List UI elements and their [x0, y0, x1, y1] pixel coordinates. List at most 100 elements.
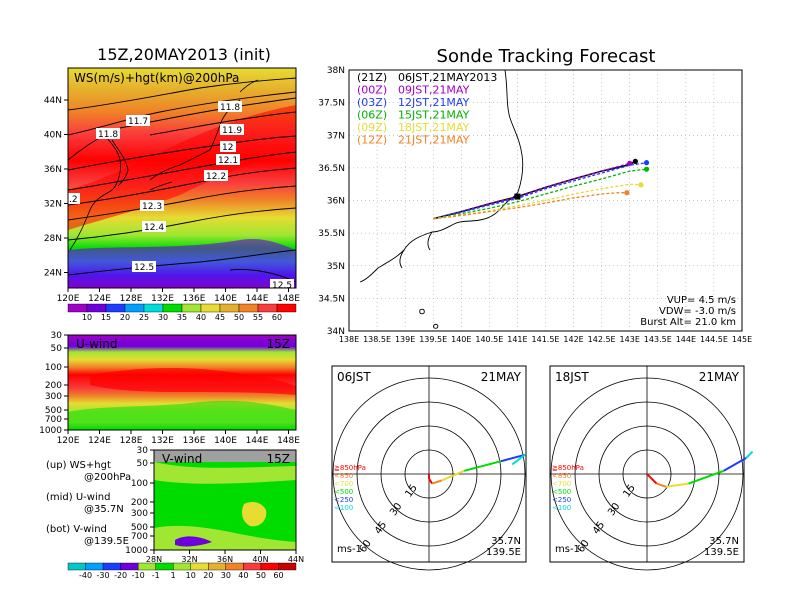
vwind-top	[154, 450, 296, 462]
track-end-point	[632, 158, 638, 164]
hodograph-segment	[500, 453, 526, 463]
colorbar-label: 50	[256, 571, 266, 580]
colorbar-label: 60	[273, 571, 283, 580]
uwind-label: U-wind	[76, 337, 117, 351]
lon-tick-label: 139E	[395, 335, 415, 344]
hodograph-segment	[688, 469, 725, 485]
hodograph-date: 21MAY	[481, 370, 522, 384]
lon-tick-label: 132E	[151, 436, 174, 446]
lat-tick-label: 34.5N	[318, 294, 345, 304]
colorbar-swatch	[225, 562, 244, 571]
colorbar-swatch	[219, 303, 240, 313]
range-ring	[404, 449, 454, 499]
pressure-legend-entry: <500	[552, 488, 571, 496]
colorbar-label: 60	[272, 313, 282, 322]
track-line	[433, 192, 627, 220]
p-tick-label: 500	[45, 406, 62, 416]
colorbar-label: 55	[253, 313, 263, 322]
pressure-legend-entry: <250	[552, 496, 571, 504]
colorbar-label: -30	[97, 571, 110, 580]
lat-tick-label: 37.5N	[318, 99, 345, 109]
colorbar-swatch	[238, 303, 259, 313]
lat-tick-label: 32N	[44, 200, 62, 210]
lat-tick-label: 44N	[44, 96, 62, 106]
legend-text: 09JST,21MAY	[398, 84, 470, 97]
hodograph-title: 18JST	[555, 370, 589, 384]
colorbar-swatch	[67, 562, 86, 571]
legend-text: 06JST,21MAY2013	[398, 71, 497, 84]
ws-height-contours	[67, 77, 297, 283]
uwind-time: 15Z	[267, 337, 291, 351]
colorbar-label: 10	[186, 571, 196, 580]
colorbar-swatch	[276, 303, 297, 313]
colorbar-swatch	[200, 303, 221, 313]
pressure-legend-entry: <100	[552, 504, 571, 512]
p-tick-label: 100	[131, 479, 148, 489]
hodograph-lon: 139.5E	[486, 547, 521, 558]
colorbar-label: 20	[203, 571, 213, 580]
ws-map-label: WS(m/s)+hgt(km)@200hPa	[74, 71, 239, 85]
hodograph-unit: ms-1	[555, 544, 580, 555]
lon-tick-label: 145E	[732, 335, 752, 344]
range-ring	[550, 377, 744, 571]
lon-tick-label: 124E	[88, 436, 111, 446]
p-tick-label: 30	[137, 446, 149, 456]
contour-label: 12.2	[206, 172, 226, 182]
lat-tick-label: 37N	[327, 131, 345, 141]
colorbar-swatch	[86, 303, 107, 313]
lon-tick-label: 140E	[214, 294, 237, 304]
lon-tick-label: 141E	[507, 335, 527, 344]
lon-tick-label: 141.5E	[532, 335, 560, 344]
pressure-legend-entry: <700	[334, 480, 353, 488]
lat-tick-label: 40N	[252, 555, 268, 564]
hodograph-lon: 139.5E	[704, 547, 739, 558]
track-end-point	[643, 160, 650, 166]
colorbar-swatch	[278, 562, 297, 571]
vwind-label: V-wind	[162, 452, 202, 466]
colorbar-label: 30	[158, 313, 168, 322]
colorbar-label: -20	[114, 571, 127, 580]
track-line	[433, 168, 647, 220]
lon-tick-label: 144E	[676, 335, 696, 344]
legend-key: (09Z)	[357, 121, 387, 134]
vwind-time: 15Z	[267, 452, 291, 466]
pressure-legend-entry: ≧850hPa	[334, 464, 366, 472]
colorbar-swatch	[243, 562, 262, 571]
colorbar-swatch	[260, 562, 279, 571]
lon-tick-label: 138E	[339, 335, 359, 344]
legend-bot-line2: @139.5E	[84, 536, 129, 547]
lat-tick-label: 32N	[181, 555, 197, 564]
hodograph-segment	[649, 476, 658, 485]
hodograph-segment	[511, 453, 526, 466]
contour-label: 12.1	[218, 156, 238, 166]
lon-tick-label: 140.5E	[475, 335, 503, 344]
contour-label: 12.5	[134, 263, 154, 273]
legend-up-line2: @200hPa	[84, 472, 131, 483]
vwind-neg	[175, 536, 212, 547]
colorbar-label: 30	[221, 571, 231, 580]
lat-tick-label: 36.5N	[318, 164, 345, 174]
ws-colorbar: 10 15 20 25 30 35 40 45 50 55 60	[67, 303, 297, 322]
colorbar-label: 45	[215, 313, 225, 322]
colorbar-label: -10	[132, 571, 145, 580]
uwind-low	[68, 400, 296, 430]
range-ring	[598, 425, 696, 523]
panel-legend: (up) WS+hgt @200hPa (mid) U-wind @35.7N …	[46, 460, 131, 547]
pressure-legend-entry: ≧850hPa	[552, 464, 584, 472]
vwind-lat-axis: 28N 32N 36N 40N 44N	[146, 550, 304, 564]
lat-tick-label: 36N	[327, 197, 345, 207]
uwind-core	[90, 368, 296, 395]
tracking-lat-axis: 38N 37.5N 37N 36.5N 36N 35.5N 35N 34.5N 34N	[318, 66, 345, 337]
legend-mid-line2: @35.7N	[84, 504, 124, 515]
uwind-lon-axis: 120E 124E 128E 132E 136E 140E 144E 148E	[57, 430, 300, 446]
tracking-lon-axis: 138E 138.5E 139E 139.5E 140E 140.5E 141E 141.5E…	[339, 335, 752, 344]
tracking-map-panel: 38N 37.5N 37N 36.5N 36N 35.5N 35N 34.5N 34N 138E…	[318, 66, 752, 344]
lat-tick-label: 44N	[288, 555, 304, 564]
legend-key: (00Z)	[357, 84, 387, 97]
lat-tick-label: 38N	[327, 66, 345, 76]
lon-tick-label: 132E	[151, 294, 174, 304]
p-tick-label: 500	[131, 523, 148, 533]
lon-tick-label: 144.5E	[700, 335, 728, 344]
contour-label: 11.8	[98, 130, 118, 140]
